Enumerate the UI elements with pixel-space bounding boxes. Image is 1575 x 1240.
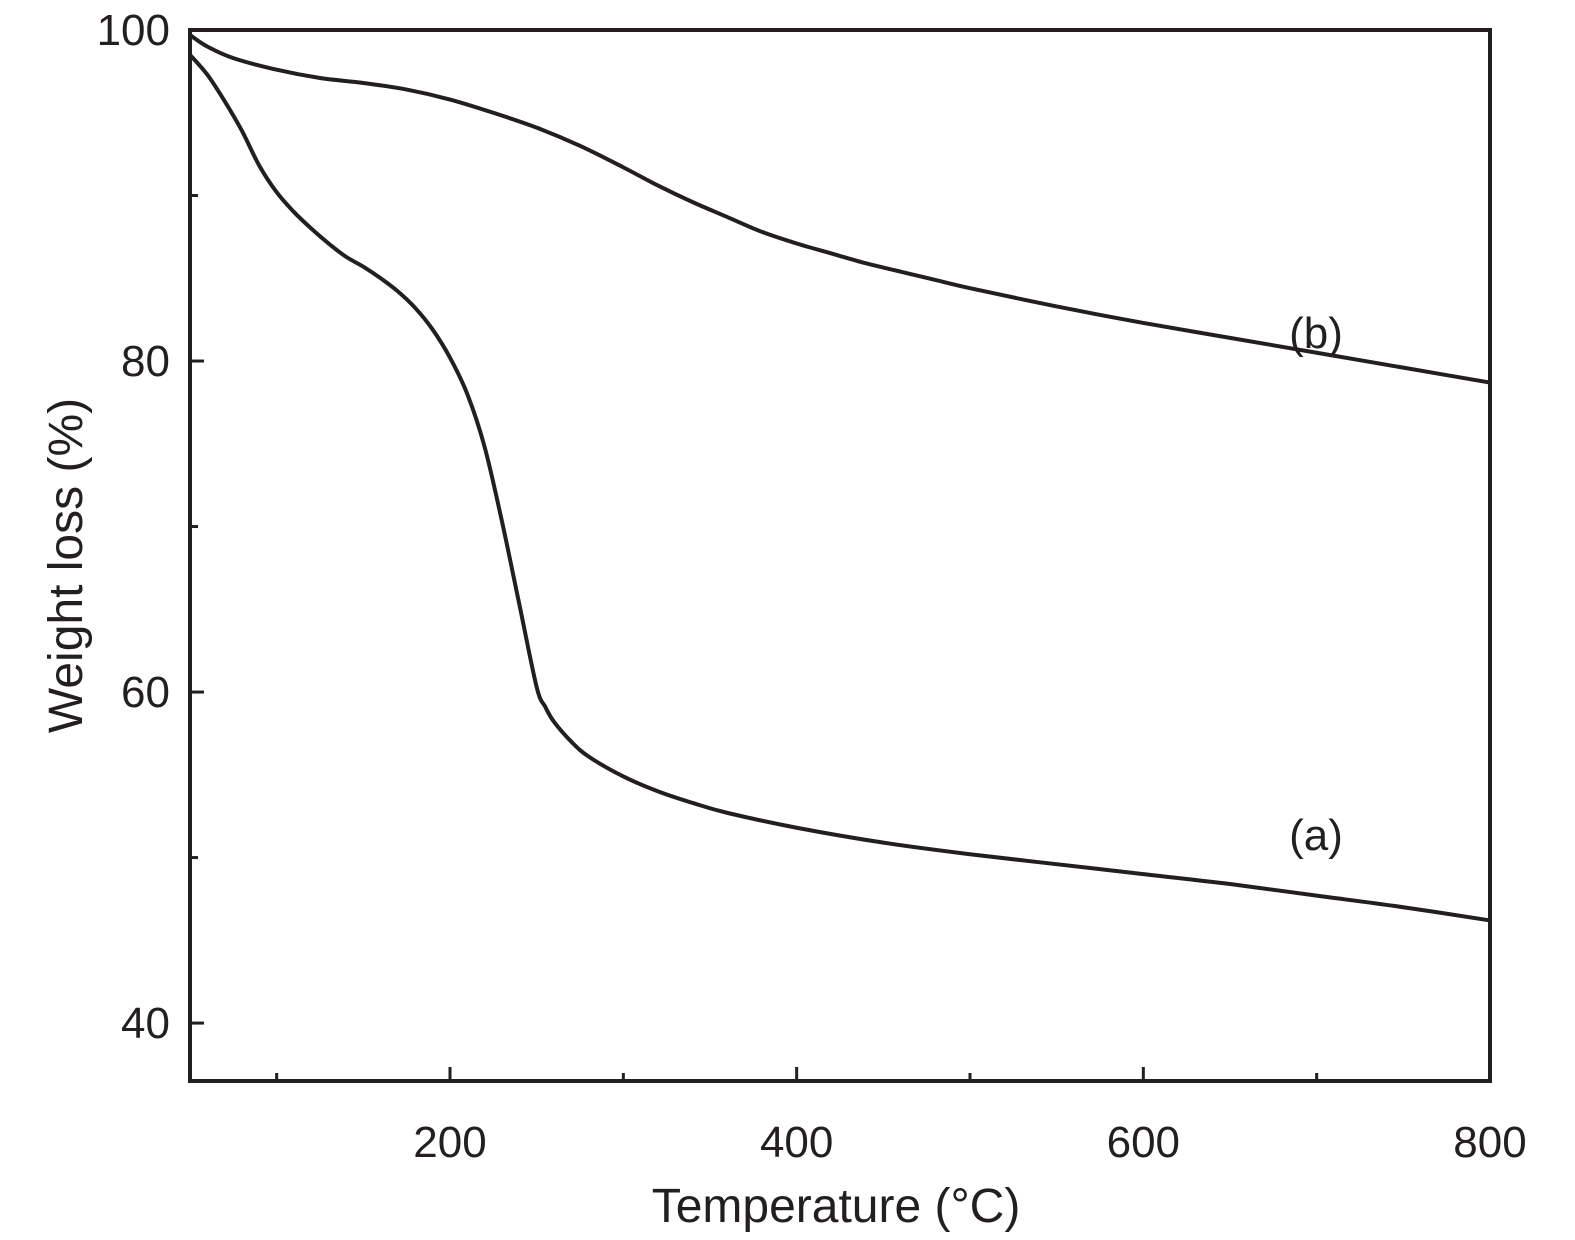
y-tick-label: 80 <box>121 337 170 386</box>
x-tick-label: 600 <box>1107 1118 1180 1167</box>
y-tick-label: 60 <box>121 668 170 717</box>
labels-layer: Temperature (°C) Weight loss (%) (a) (b) <box>40 309 1343 1233</box>
axes-layer <box>188 28 1492 1083</box>
series-a-line <box>188 52 1492 923</box>
series-a-label: (a) <box>1289 811 1343 860</box>
ticks-layer: 200 400 600 800 40 60 80 100 <box>97 6 1527 1167</box>
x-tick-label: 400 <box>760 1118 833 1167</box>
y-axis-title: Weight loss (%) <box>40 398 93 733</box>
x-axis-title: Temperature (°C) <box>652 1180 1021 1233</box>
plot-frame <box>188 28 1492 1083</box>
y-tick-label: 100 <box>97 6 170 55</box>
series-b-line <box>188 32 1492 385</box>
y-tick-label: 40 <box>121 999 170 1048</box>
x-tick-label: 800 <box>1453 1118 1526 1167</box>
x-tick-label: 200 <box>413 1118 486 1167</box>
series-b-label: (b) <box>1289 309 1343 358</box>
series-layer <box>188 32 1492 923</box>
